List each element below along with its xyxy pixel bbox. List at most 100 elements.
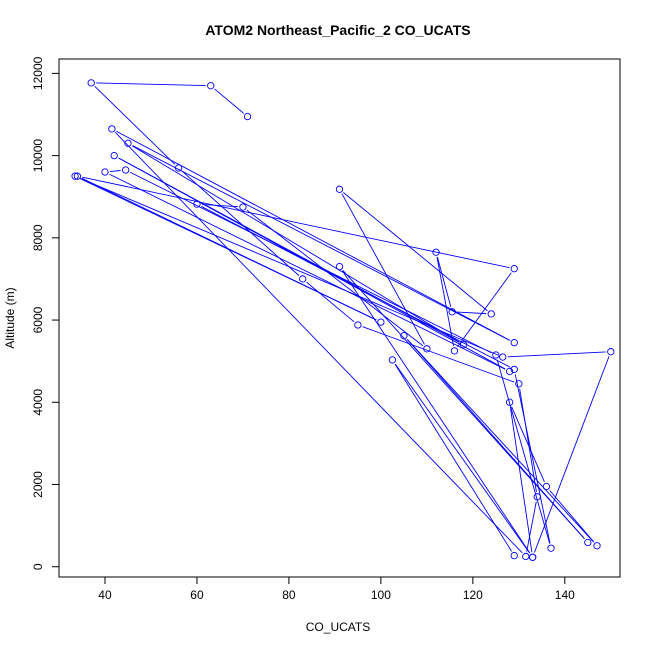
data-point <box>510 365 518 374</box>
x-axis-label: CO_UCATS <box>306 620 370 634</box>
data-point <box>505 398 514 406</box>
series-segment <box>116 130 511 341</box>
series-segment <box>406 339 594 543</box>
series-segment <box>509 407 533 553</box>
data-point <box>510 265 518 273</box>
series-segment <box>394 363 531 554</box>
data-point <box>122 166 130 174</box>
series-segment <box>394 363 512 552</box>
data-point <box>460 341 468 349</box>
data-point <box>174 164 183 172</box>
series-segment <box>109 170 121 173</box>
x-axis: 40 60 80 100 120 140 <box>98 576 575 602</box>
data-point <box>335 262 344 271</box>
x-tick-label: 80 <box>282 588 296 602</box>
data-point <box>108 125 116 133</box>
series-segment <box>341 270 531 554</box>
series-segment <box>533 356 610 553</box>
data-point <box>388 356 397 364</box>
data-point <box>423 345 431 353</box>
series-segment <box>526 501 537 552</box>
series-segment <box>342 270 585 540</box>
series-segment <box>109 173 506 370</box>
series-segment <box>201 206 511 368</box>
series-segment <box>341 193 425 345</box>
data-point <box>487 310 495 318</box>
data-point <box>354 321 362 329</box>
data-point <box>510 339 518 347</box>
series-segment <box>96 82 206 87</box>
data-point <box>450 347 459 355</box>
data-point <box>448 308 456 316</box>
series-segment <box>519 388 537 492</box>
series-segment <box>94 86 176 165</box>
series-segment <box>115 132 523 554</box>
y-tick-label: 10000 <box>31 139 45 173</box>
series-segment <box>343 192 488 312</box>
data-point <box>193 200 201 208</box>
data-point <box>239 203 247 211</box>
data-point <box>515 380 523 388</box>
series-segment <box>496 359 551 544</box>
data-point <box>528 553 537 561</box>
data-point <box>71 172 79 180</box>
data-point <box>377 318 385 326</box>
series-layer <box>71 79 615 561</box>
data-point <box>492 351 500 359</box>
y-axis: 0 2000 4000 6000 8000 10000 12000 <box>31 56 60 570</box>
data-point <box>533 493 541 501</box>
series-segment <box>549 490 595 543</box>
chart-title: ATOM2 Northeast_Pacific_2 CO_UCATS <box>205 22 470 38</box>
x-tick-label: 40 <box>98 588 112 602</box>
data-point <box>207 82 215 90</box>
series-segment <box>201 203 238 208</box>
series-segment <box>511 406 545 483</box>
y-tick-label: 8000 <box>31 224 45 251</box>
y-tick-label: 12000 <box>31 56 45 90</box>
series-segment <box>79 177 499 356</box>
data-point <box>607 348 615 356</box>
series-segment <box>181 170 300 276</box>
series-segment <box>214 88 244 114</box>
y-tick-label: 2000 <box>31 471 45 498</box>
x-tick-label: 120 <box>463 588 483 602</box>
data-point <box>542 482 551 491</box>
data-point <box>400 332 408 340</box>
data-point <box>505 367 514 376</box>
data-point <box>110 151 118 160</box>
data-point <box>510 551 518 560</box>
data-point <box>432 248 440 256</box>
series-segment <box>79 177 377 321</box>
series-segment <box>129 171 492 354</box>
data-point <box>522 552 530 561</box>
y-axis-label: Altitude (m) <box>3 287 17 348</box>
y-tick-label: 6000 <box>31 306 45 333</box>
series-segment <box>362 326 515 383</box>
data-point <box>547 544 555 552</box>
data-point <box>593 542 601 550</box>
series-segment <box>514 374 551 544</box>
data-point <box>584 538 592 547</box>
series-segment <box>82 176 510 269</box>
series-segment <box>457 272 512 348</box>
data-point <box>243 112 252 121</box>
series-segment <box>507 351 606 358</box>
series-segment <box>246 209 424 347</box>
x-tick-label: 100 <box>371 588 391 602</box>
data-point <box>87 79 95 87</box>
series-segment <box>132 145 511 341</box>
plot-area <box>58 58 621 578</box>
series-segment <box>436 256 452 308</box>
data-point <box>499 353 507 361</box>
y-tick-label: 0 <box>31 563 45 570</box>
series-segment <box>436 257 454 347</box>
data-point <box>101 168 109 176</box>
data-point <box>299 275 307 283</box>
data-point <box>73 172 82 180</box>
data-point <box>124 139 132 147</box>
series-segment <box>306 281 355 323</box>
data-point <box>335 185 344 193</box>
x-tick-label: 140 <box>555 588 575 602</box>
x-tick-label: 60 <box>190 588 204 602</box>
